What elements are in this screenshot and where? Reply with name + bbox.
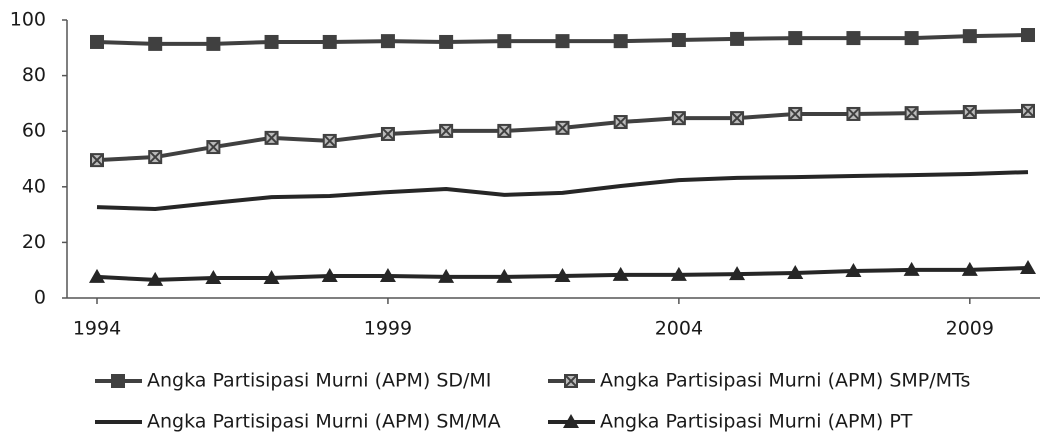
data-point	[497, 34, 512, 49]
data-point	[264, 130, 279, 145]
legend-label: Angka Partisipasi Murni (APM) SMP/MTs	[600, 370, 970, 392]
data-point	[961, 261, 978, 276]
data-point	[730, 31, 745, 46]
legend-label: Angka Partisipasi Murni (APM) PT	[600, 411, 913, 433]
data-point	[846, 106, 861, 121]
data-point	[206, 36, 221, 51]
data-point	[613, 34, 628, 49]
data-point	[612, 266, 629, 281]
data-point	[904, 106, 919, 121]
x-tick-label: 1999	[364, 318, 412, 340]
x-tick-label: 2004	[655, 318, 703, 340]
data-point	[962, 105, 977, 120]
data-point	[846, 31, 861, 46]
data-point	[613, 115, 628, 130]
legend-label: Angka Partisipasi Murni (APM) SD/MI	[147, 370, 491, 392]
data-point	[90, 153, 104, 168]
y-tick-label: 0	[34, 287, 46, 309]
x-tick-label: 2009	[946, 318, 994, 340]
data-point	[1020, 259, 1036, 274]
y-tick-label: 80	[22, 64, 46, 86]
data-point	[322, 133, 337, 148]
data-point	[729, 266, 746, 281]
data-point	[380, 126, 395, 141]
data-point	[379, 268, 396, 283]
data-point	[439, 123, 454, 138]
data-point	[438, 268, 455, 283]
legend-label: Angka Partisipasi Murni (APM) SM/MA	[147, 411, 501, 433]
data-point	[89, 268, 105, 283]
data-point	[148, 36, 163, 51]
data-point	[788, 106, 803, 121]
series-line	[96, 108, 1029, 163]
x-tick-label: 1994	[73, 318, 121, 340]
data-point	[148, 150, 163, 165]
data-point	[322, 34, 337, 49]
data-point	[496, 268, 513, 283]
series-line	[96, 170, 1029, 212]
y-tick-label: 60	[22, 120, 46, 142]
data-point	[670, 266, 687, 281]
data-point	[1021, 103, 1035, 118]
data-point	[264, 34, 279, 49]
data-point	[904, 31, 919, 46]
data-point	[380, 34, 395, 49]
data-point	[1021, 28, 1035, 43]
data-point	[730, 111, 745, 126]
data-point	[845, 263, 862, 278]
data-point	[206, 140, 221, 155]
data-point	[555, 34, 570, 49]
data-point	[554, 268, 571, 283]
legend-marker	[111, 374, 125, 388]
y-tick-label: 20	[22, 231, 46, 253]
data-point	[555, 120, 570, 135]
data-point	[263, 269, 280, 284]
data-point	[90, 34, 104, 49]
data-point	[497, 123, 512, 138]
data-point	[903, 261, 920, 276]
data-point	[205, 269, 222, 284]
y-tick-label: 100	[10, 9, 46, 31]
data-point	[147, 271, 164, 286]
data-point	[671, 33, 686, 48]
data-point	[321, 268, 338, 283]
data-point	[439, 34, 454, 49]
data-point	[787, 264, 804, 279]
legend-marker	[563, 414, 579, 428]
y-tick-label: 40	[22, 175, 46, 197]
data-point	[671, 111, 686, 126]
data-point	[962, 29, 977, 44]
data-point	[788, 31, 803, 46]
legend-marker	[564, 374, 578, 388]
